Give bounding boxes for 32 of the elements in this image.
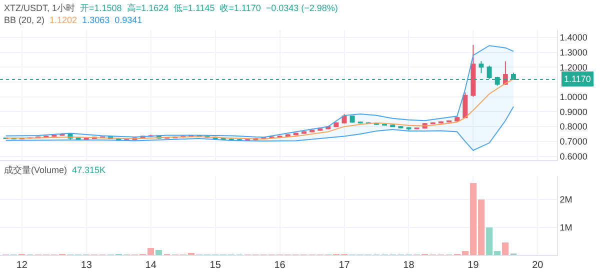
text: 1.3063 xyxy=(82,15,110,25)
text: −0.0343 (−2.98%) xyxy=(266,3,338,13)
chart-title: 成交量(Volume) xyxy=(4,165,68,175)
chart-title: XTZ/USDT, 1小时 xyxy=(4,3,76,13)
x-tick-label: 12 xyxy=(16,260,28,271)
y-tick-label: 1.4000 xyxy=(560,32,588,43)
text: BB (20, 2) xyxy=(4,15,45,25)
y-tick-label: 0.7000 xyxy=(560,136,588,147)
ref-line-label: 1.1170 xyxy=(564,74,591,84)
text: 1.1202 xyxy=(50,15,78,25)
y-tick-label: 0.6000 xyxy=(560,151,588,162)
text: 开=1.1508 xyxy=(80,3,122,13)
text: 0.9341 xyxy=(114,15,142,25)
x-tick-label: 18 xyxy=(403,260,415,271)
x-tick-label: 13 xyxy=(80,260,92,271)
y-tick-label: 1.2000 xyxy=(560,62,588,72)
x-tick-label: 19 xyxy=(468,260,480,271)
x-tick-label: 16 xyxy=(274,260,286,271)
text: 收=1.1170 xyxy=(220,3,261,13)
y-tick-label: 2M xyxy=(560,194,572,205)
y-tick-label: 1.0000 xyxy=(560,92,588,102)
text: 低=1.1145 xyxy=(174,3,215,13)
x-tick-label: 17 xyxy=(338,260,350,271)
text: 高=1.1624 xyxy=(126,3,169,13)
x-tick-label: 14 xyxy=(145,260,157,271)
y-tick-label: 0.9000 xyxy=(560,106,588,117)
x-tick-label: 15 xyxy=(210,260,222,271)
y-tick-label: 1M xyxy=(560,222,572,232)
y-tick-label: 0.8000 xyxy=(560,122,588,132)
x-tick-label: 20 xyxy=(532,260,544,271)
y-tick-label: 1.3000 xyxy=(560,47,588,58)
text: 47.315K xyxy=(72,165,106,175)
